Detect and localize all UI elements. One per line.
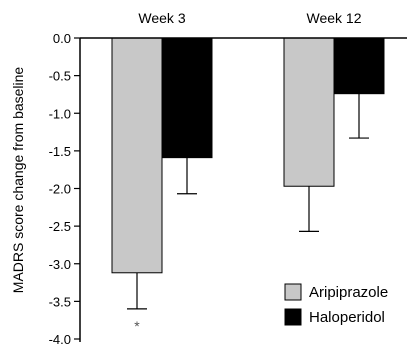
y-tick-label: -0.5 xyxy=(49,69,71,84)
y-tick-label: -2.0 xyxy=(49,182,71,197)
error-bars: * xyxy=(127,93,369,334)
y-axis-ticks: 0.0 -0.5 -1.0 -1.5 -2.0 -2.5 -3.0 -3.5 -4.0 xyxy=(49,31,80,344)
bar-aripiprazole-week-3 xyxy=(111,37,163,274)
bars xyxy=(111,37,385,274)
bar-haloperidol-week-3 xyxy=(161,37,213,159)
category-labels: Week 3 Week 12 xyxy=(138,10,361,26)
y-tick-label: -1.0 xyxy=(49,106,71,121)
significance-marker: * xyxy=(134,318,140,334)
y-axis-label: MADRS score change from baseline xyxy=(10,67,26,294)
y-tick-label: -3.5 xyxy=(49,294,71,309)
legend-label: Aripiprazole xyxy=(309,284,388,301)
y-tick-label: 0.0 xyxy=(53,31,71,46)
legend: Aripiprazole Haloperidol xyxy=(284,283,388,326)
legend-swatch xyxy=(284,283,302,301)
category-label: Week 3 xyxy=(138,10,185,26)
bar-haloperidol-week-12 xyxy=(333,37,385,95)
legend-swatch xyxy=(284,308,302,326)
y-tick-label: -2.5 xyxy=(49,219,71,234)
y-tick-label: -4.0 xyxy=(49,332,71,344)
y-tick-label: -3.0 xyxy=(49,257,71,272)
legend-label: Haloperidol xyxy=(309,309,385,326)
category-label: Week 12 xyxy=(307,10,362,26)
axes xyxy=(79,37,407,342)
y-tick-label: -1.5 xyxy=(49,144,71,159)
bar-aripiprazole-week-12 xyxy=(283,37,335,187)
